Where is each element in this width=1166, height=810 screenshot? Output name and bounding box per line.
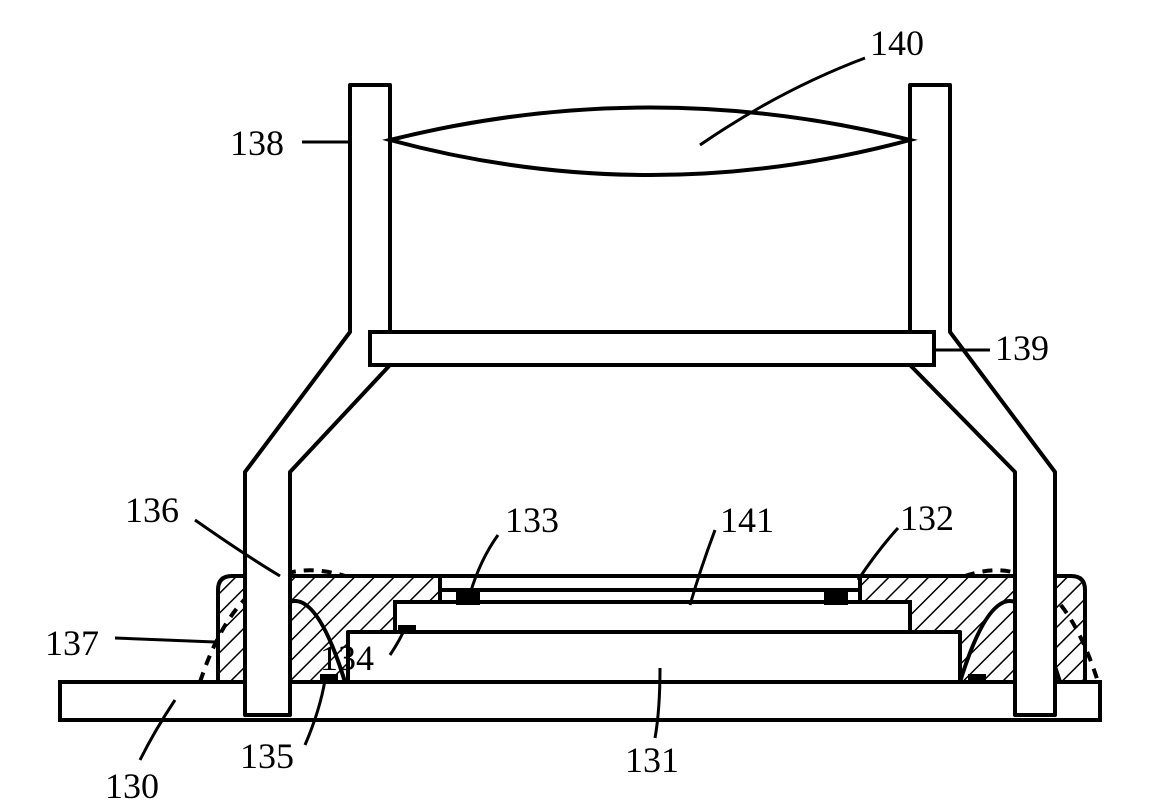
label-l137: 137: [45, 623, 99, 663]
pad-2: [398, 625, 416, 633]
pad-1: [824, 589, 848, 605]
lens-140: [390, 108, 910, 176]
label-l141: 141: [720, 500, 774, 540]
label-l133: 133: [505, 500, 559, 540]
cover-133: [440, 576, 860, 590]
label-l140: 140: [870, 23, 924, 63]
pad-0: [456, 589, 480, 605]
leader-l137: [115, 638, 215, 642]
cross-section-diagram: 130 131 132 133 134 135 136 137 138 139 140 141: [0, 0, 1166, 810]
label-l135: 135: [240, 736, 294, 776]
label-l132: 132: [900, 498, 954, 538]
label-l136: 136: [125, 490, 179, 530]
die-141: [395, 602, 910, 632]
ir-filter-139: [370, 332, 934, 365]
substrate-130: [60, 682, 1100, 720]
leader-l141: [690, 530, 715, 605]
pad-4: [968, 674, 986, 682]
leader-l132: [858, 528, 898, 580]
label-l131: 131: [625, 740, 679, 780]
label-l130: 130: [105, 766, 159, 806]
label-l134: 134: [320, 638, 374, 678]
label-l139: 139: [995, 328, 1049, 368]
label-l138: 138: [230, 123, 284, 163]
